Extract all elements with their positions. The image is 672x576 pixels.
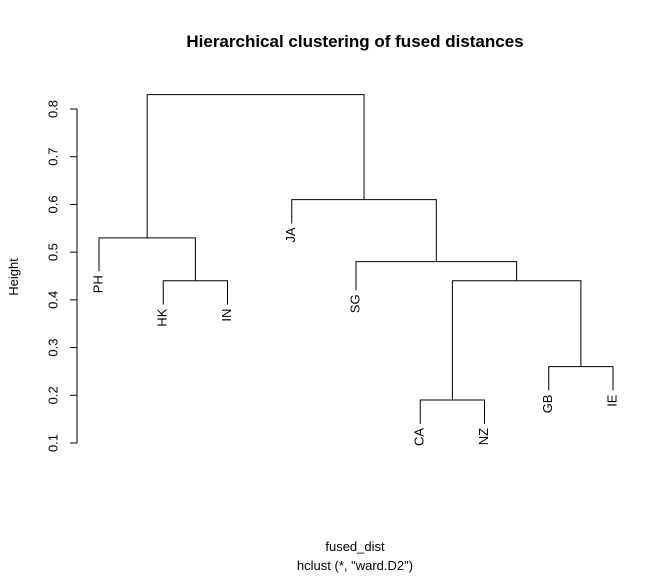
- dendrogram-branch: [146, 94, 365, 238]
- leaf-label: GB: [540, 395, 555, 414]
- dendrogram-branch: [451, 280, 582, 401]
- y-tick-label: 0.4: [45, 291, 60, 309]
- leaf-label: NZ: [476, 428, 491, 445]
- leaf-label: IN: [219, 309, 234, 322]
- leaf-label: PH: [90, 275, 105, 293]
- chart-title: Hierarchical clustering of fused distanc…: [186, 32, 523, 51]
- x-axis-label: fused_dist: [325, 539, 385, 554]
- dendrogram-branch: [291, 199, 437, 262]
- dendrogram-branches: [98, 94, 614, 424]
- y-axis: 0.1 0.2 0.3 0.4 0.5 0.6 0.7 0.8: [45, 100, 78, 452]
- y-tick-label: 0.1: [45, 434, 60, 452]
- leaf-label: SG: [347, 294, 362, 313]
- method-label: hclust (*, "ward.D2"): [297, 558, 413, 573]
- dendrogram-branch: [98, 237, 196, 281]
- y-tick-label: 0.2: [45, 386, 60, 404]
- leaf-label: CA: [412, 428, 427, 446]
- dendrogram-branch: [419, 399, 485, 424]
- y-axis-label: Height: [6, 258, 21, 296]
- leaf-labels: PH HK IN JA SG CA NZ GB IE: [90, 227, 619, 446]
- dendrogram-branch: [548, 366, 614, 391]
- y-tick-label: 0.8: [45, 100, 60, 118]
- y-tick-label: 0.3: [45, 339, 60, 357]
- leaf-label: HK: [155, 308, 170, 326]
- y-tick-label: 0.5: [45, 243, 60, 261]
- y-tick-label: 0.6: [45, 195, 60, 213]
- leaf-label: JA: [283, 227, 298, 243]
- dendrogram-branch: [355, 261, 518, 291]
- y-tick-label: 0.7: [45, 148, 60, 166]
- dendrogram-branch: [162, 280, 228, 305]
- leaf-label: IE: [604, 394, 619, 407]
